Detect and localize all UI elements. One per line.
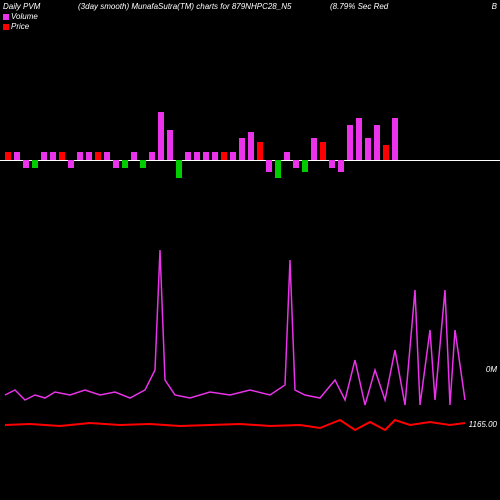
legend-box-volume xyxy=(3,14,9,20)
bar xyxy=(266,160,272,172)
bar xyxy=(248,132,254,160)
legend-item-volume: Volume xyxy=(3,12,38,22)
lower-line-chart: 0M 1165.00 xyxy=(0,230,500,490)
legend-box-price xyxy=(3,24,9,30)
bar xyxy=(311,138,317,160)
bar-overlay xyxy=(122,160,128,168)
bar xyxy=(23,160,29,168)
bar-overlay xyxy=(257,142,263,160)
bar xyxy=(347,125,353,160)
bar-overlay xyxy=(221,152,227,160)
bar-overlay xyxy=(320,142,326,160)
bar xyxy=(50,152,56,160)
bar xyxy=(203,152,209,160)
bar-overlay xyxy=(95,152,101,160)
bar xyxy=(239,138,245,160)
bar xyxy=(113,160,119,168)
line-chart-svg xyxy=(0,230,500,490)
legend: Volume Price xyxy=(3,12,38,32)
bar xyxy=(374,125,380,160)
chart-header: Daily PVM (3day smooth) MunafaSutra(TM) … xyxy=(0,2,500,32)
bar xyxy=(230,152,236,160)
upper-bar-chart xyxy=(0,40,500,200)
legend-label-price: Price xyxy=(11,22,29,32)
bar xyxy=(158,112,164,160)
bar xyxy=(365,138,371,160)
bar xyxy=(131,152,137,160)
bar xyxy=(149,152,155,160)
bar-overlay xyxy=(140,160,146,168)
header-subtitle: (3day smooth) MunafaSutra(TM) charts for… xyxy=(78,2,291,11)
header-right1: (8.79% Sec Red xyxy=(330,2,388,11)
header-title: Daily PVM xyxy=(3,2,40,11)
volume-axis-label: 0M xyxy=(486,365,497,374)
legend-item-price: Price xyxy=(3,22,38,32)
price-axis-label: 1165.00 xyxy=(469,420,497,429)
bar xyxy=(77,152,83,160)
bar-overlay xyxy=(383,145,389,160)
bar xyxy=(392,118,398,160)
bar xyxy=(86,152,92,160)
bar xyxy=(167,130,173,160)
bar xyxy=(293,160,299,168)
bar-overlay xyxy=(32,160,38,168)
bar xyxy=(185,152,191,160)
bar xyxy=(68,160,74,168)
chart-line xyxy=(5,420,465,430)
chart-line xyxy=(5,250,465,405)
bar-overlay xyxy=(59,152,65,160)
bar-overlay xyxy=(5,152,11,160)
bar xyxy=(14,152,20,160)
bar xyxy=(338,160,344,172)
upper-axis xyxy=(0,160,500,161)
legend-label-volume: Volume xyxy=(11,12,38,22)
bar xyxy=(104,152,110,160)
bar-overlay xyxy=(176,160,182,178)
bar-overlay xyxy=(275,160,281,178)
bar xyxy=(194,152,200,160)
bar xyxy=(356,118,362,160)
bar xyxy=(41,152,47,160)
bar xyxy=(212,152,218,160)
bar-overlay xyxy=(302,160,308,172)
bar xyxy=(329,160,335,168)
header-right2: B xyxy=(492,2,497,11)
bar xyxy=(284,152,290,160)
